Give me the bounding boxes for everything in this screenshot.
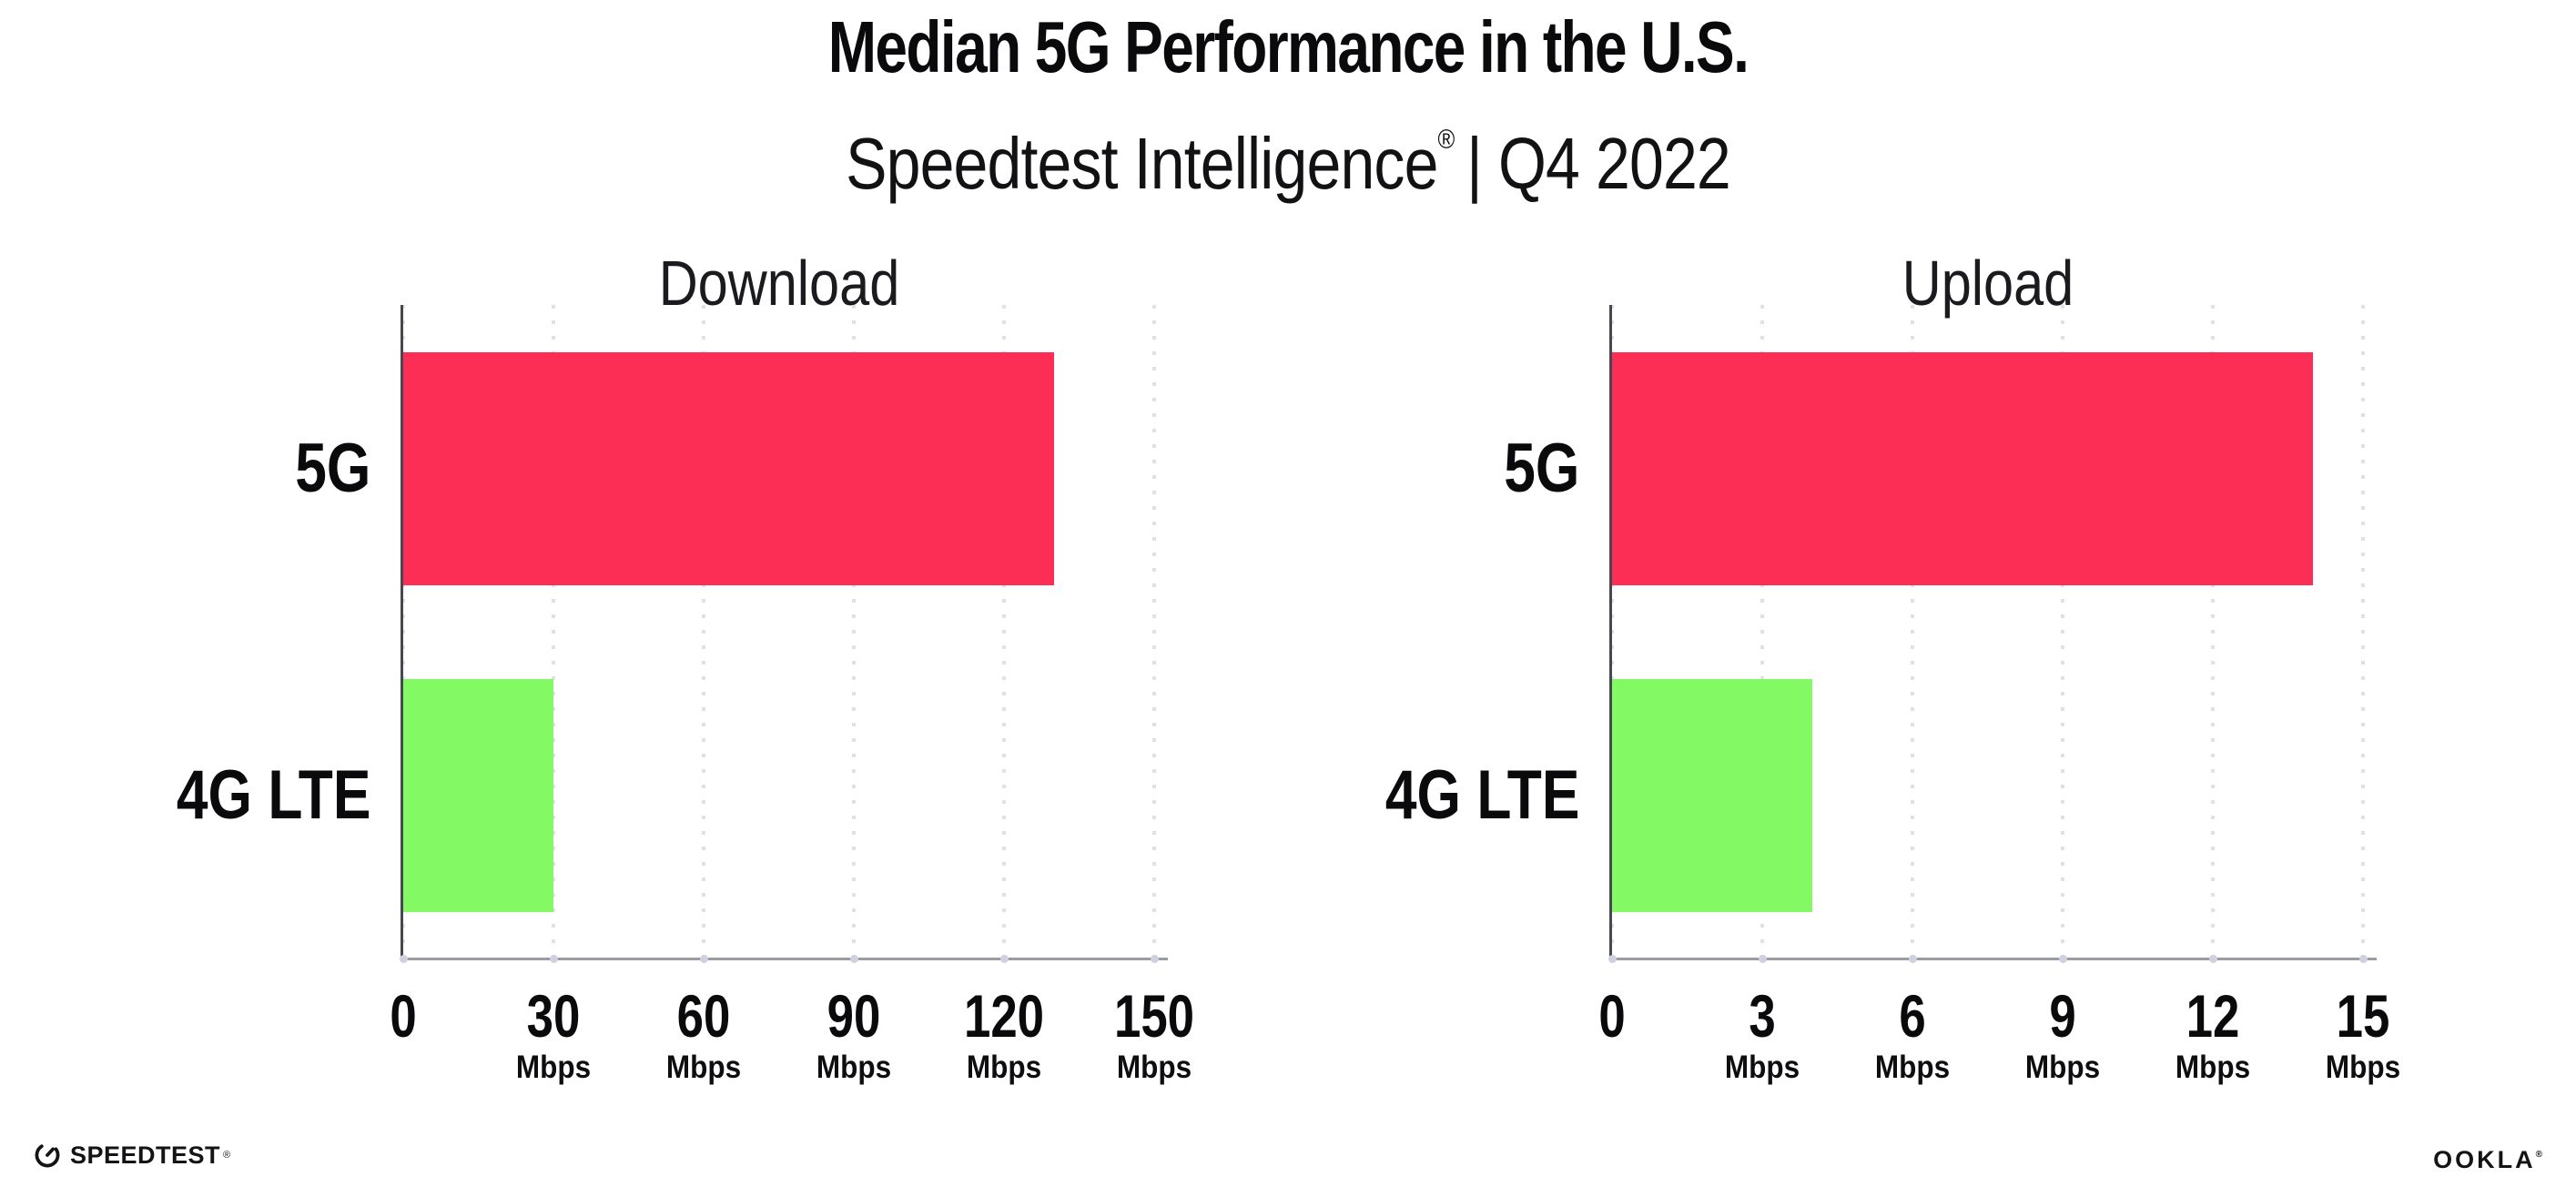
bar-upload-4g-lte xyxy=(1612,678,1812,912)
download-tick-unit-60: Mbps xyxy=(665,1050,742,1085)
download-gridline-90 xyxy=(852,305,856,958)
download-gridline-0 xyxy=(401,305,405,958)
bar-download-4g-lte xyxy=(403,678,553,912)
download-gridline-150 xyxy=(1152,305,1156,958)
upload-tick-mark-6 xyxy=(1908,955,1917,963)
download-tick-label-120: 120 xyxy=(963,982,1045,1050)
upload-tick-mark-9 xyxy=(2058,955,2067,963)
page-subtitle: Speedtest Intelligence® | Q4 2022 xyxy=(846,96,1731,208)
download-tick-unit-150: Mbps xyxy=(1116,1050,1192,1085)
download-tick-label-90: 90 xyxy=(827,982,881,1050)
ookla-trademark-icon: ® xyxy=(2535,1150,2545,1160)
download-gridline-60 xyxy=(702,305,705,958)
upload-gridline-6 xyxy=(1911,305,1914,958)
upload-tick-label-6: 6 xyxy=(1899,982,1926,1050)
download-tick-label-150: 150 xyxy=(1113,982,1195,1050)
upload-tick-mark-0 xyxy=(1607,955,1617,963)
upload-gridline-9 xyxy=(2061,305,2064,958)
upload-gridline-15 xyxy=(2361,305,2365,958)
download-tick-unit-30: Mbps xyxy=(515,1050,592,1085)
speedtest-logo: SPEEDTEST ® xyxy=(33,1141,230,1170)
upload-tick-unit-6: Mbps xyxy=(1874,1050,1951,1085)
bar-download-5g xyxy=(403,351,1054,585)
upload-category-label-4g-lte: 4G LTE xyxy=(1384,756,1579,834)
upload-tick-unit-3: Mbps xyxy=(1724,1050,1800,1085)
upload-tick-label-12: 12 xyxy=(2186,982,2240,1050)
ookla-wordmark: OOKLA xyxy=(2433,1146,2536,1173)
download-tick-label-30: 30 xyxy=(526,982,581,1050)
speedtest-gauge-icon xyxy=(33,1141,62,1170)
download-tick-unit-120: Mbps xyxy=(966,1050,1042,1085)
upload-tick-unit-9: Mbps xyxy=(2024,1050,2101,1085)
upload-x-axis-line xyxy=(1609,958,2377,960)
upload-gridline-12 xyxy=(2211,305,2215,958)
subtitle-period: | Q4 2022 xyxy=(1466,123,1731,204)
download-chart-title: Download xyxy=(658,248,899,319)
upload-category-label-5g: 5G xyxy=(1503,429,1579,507)
upload-tick-unit-15: Mbps xyxy=(2325,1050,2401,1085)
download-y-axis-line xyxy=(401,305,403,960)
speedtest-wordmark: SPEEDTEST xyxy=(70,1141,221,1169)
download-tick-mark-90 xyxy=(849,955,858,963)
download-tick-mark-30 xyxy=(549,955,558,963)
download-tick-unit-90: Mbps xyxy=(816,1050,892,1085)
upload-tick-label-15: 15 xyxy=(2336,982,2390,1050)
subtitle-brand: Speedtest Intelligence xyxy=(846,123,1438,204)
upload-tick-label-3: 3 xyxy=(1749,982,1776,1050)
ookla-logo: OOKLA® xyxy=(2433,1141,2545,1174)
download-category-label-4g-lte: 4G LTE xyxy=(176,756,370,834)
upload-chart-title: Upload xyxy=(1902,248,2074,319)
upload-tick-mark-12 xyxy=(2208,955,2217,963)
download-tick-mark-60 xyxy=(699,955,708,963)
download-tick-mark-120 xyxy=(999,955,1009,963)
download-tick-mark-150 xyxy=(1150,955,1159,963)
upload-gridline-3 xyxy=(1760,305,1764,958)
upload-gridline-0 xyxy=(1610,305,1614,958)
upload-tick-label-9: 9 xyxy=(2049,982,2076,1050)
upload-tick-label-0: 0 xyxy=(1598,982,1626,1050)
download-tick-mark-0 xyxy=(399,955,408,963)
download-gridline-30 xyxy=(552,305,555,958)
download-gridline-120 xyxy=(1002,305,1006,958)
download-category-label-5g: 5G xyxy=(294,429,370,507)
upload-y-axis-line xyxy=(1609,305,1612,960)
download-x-axis-line xyxy=(401,958,1168,960)
page-title: Median 5G Performance in the U.S. xyxy=(827,6,1749,87)
download-tick-label-0: 0 xyxy=(390,982,417,1050)
upload-tick-mark-3 xyxy=(1758,955,1767,963)
bar-upload-5g xyxy=(1612,351,2313,585)
upload-tick-mark-15 xyxy=(2358,955,2368,963)
registered-trademark-icon: ® xyxy=(1437,125,1455,155)
speedtest-trademark-icon: ® xyxy=(223,1150,231,1161)
upload-tick-unit-12: Mbps xyxy=(2175,1050,2251,1085)
download-tick-label-60: 60 xyxy=(676,982,731,1050)
